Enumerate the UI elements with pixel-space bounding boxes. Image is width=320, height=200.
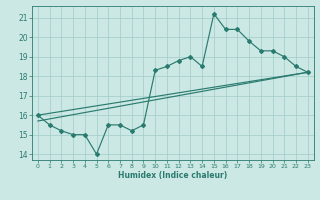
X-axis label: Humidex (Indice chaleur): Humidex (Indice chaleur) [118, 171, 228, 180]
